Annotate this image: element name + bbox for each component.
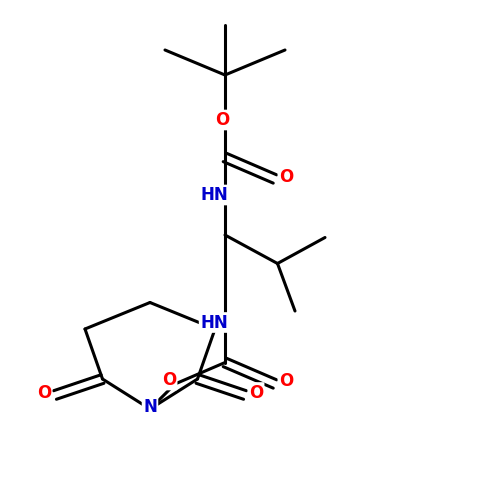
Text: O: O (37, 384, 51, 402)
Text: N: N (143, 398, 157, 415)
Text: HN: HN (200, 186, 228, 204)
Text: HN: HN (200, 314, 228, 332)
Text: O: O (249, 384, 263, 402)
Text: O: O (279, 168, 293, 186)
Text: O: O (216, 111, 230, 129)
Text: O: O (162, 371, 176, 389)
Text: O: O (279, 372, 293, 390)
